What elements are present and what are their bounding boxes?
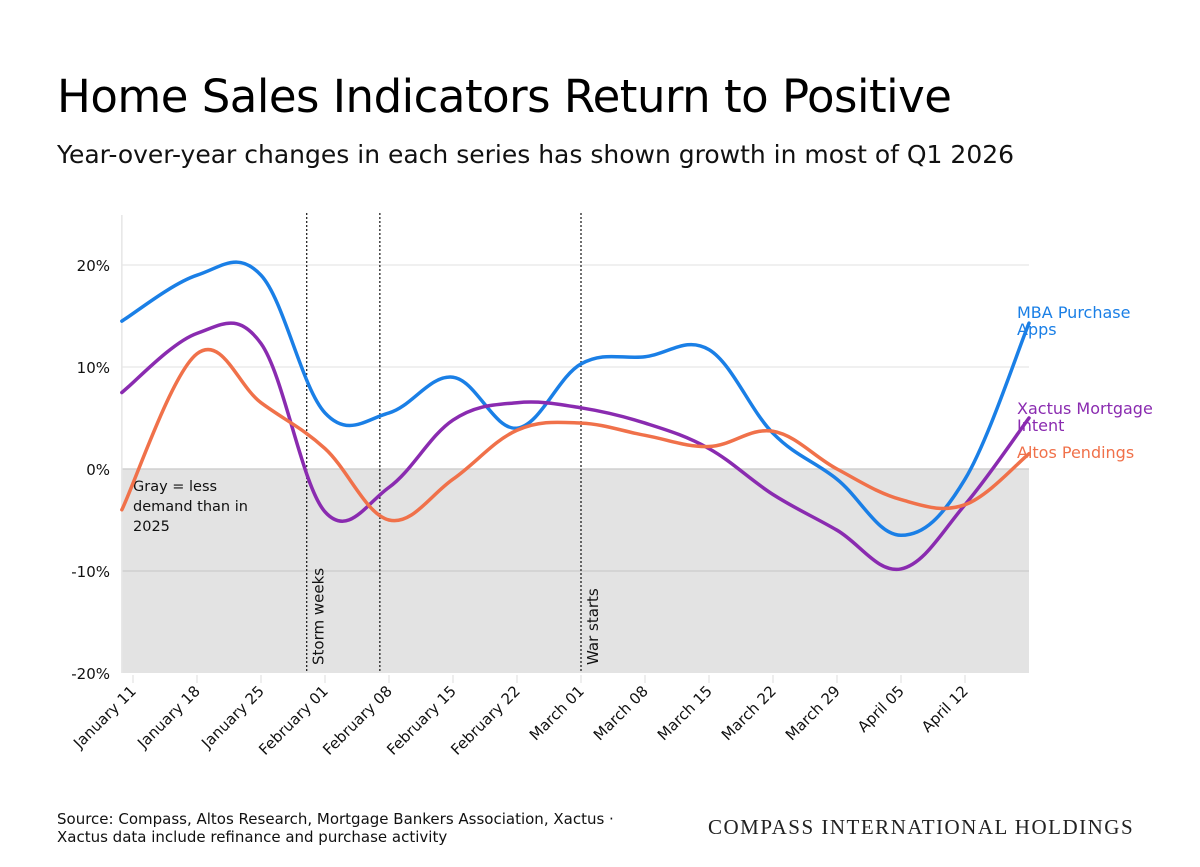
x-tick-label: January 25 xyxy=(197,682,268,753)
x-tick-label: January 11 xyxy=(69,682,140,753)
y-tick-label: 20% xyxy=(77,257,110,275)
x-tick-label: March 15 xyxy=(654,682,716,744)
x-tick-label: April 12 xyxy=(918,682,972,736)
x-tick-label: April 05 xyxy=(854,682,908,736)
chart-subtitle: Year-over-year changes in each series ha… xyxy=(57,140,1015,169)
x-tick-label: March 08 xyxy=(590,682,652,744)
brand-logo: COMPASS INTERNATIONAL HOLDINGS xyxy=(708,815,1135,839)
series-line-0 xyxy=(120,260,1031,538)
series-label-1: Xactus Mortgage Intent xyxy=(1017,399,1153,435)
x-tick-label: March 01 xyxy=(526,682,588,744)
shaded-region-label: Gray = less demand than in 2025 xyxy=(133,479,248,535)
annotation-label: War starts xyxy=(584,588,602,665)
source-line-1: Source: Compass, Altos Research, Mortgag… xyxy=(57,810,614,828)
source-line-2: Xactus data include refinance and purcha… xyxy=(57,828,448,846)
x-tick-label: January 18 xyxy=(133,682,204,753)
x-tick-label: March 29 xyxy=(782,682,844,744)
chart-title: Home Sales Indicators Return to Positive xyxy=(57,70,952,123)
series-label-2: Altos Pendings xyxy=(1017,443,1134,462)
series-label-0: MBA Purchase Apps xyxy=(1017,303,1130,339)
annotation-label: Storm weeks xyxy=(310,568,328,665)
y-tick-label: -20% xyxy=(71,665,110,683)
y-tick-label: 10% xyxy=(77,359,110,377)
source-note: Source: Compass, Altos Research, Mortgag… xyxy=(57,810,614,846)
y-tick-label: 0% xyxy=(86,461,110,479)
series-line-2 xyxy=(120,347,1031,523)
series-line-1 xyxy=(120,321,1031,572)
x-tick-label: February 22 xyxy=(447,682,524,759)
x-tick-label: March 22 xyxy=(718,682,780,744)
y-tick-label: -10% xyxy=(71,563,110,581)
